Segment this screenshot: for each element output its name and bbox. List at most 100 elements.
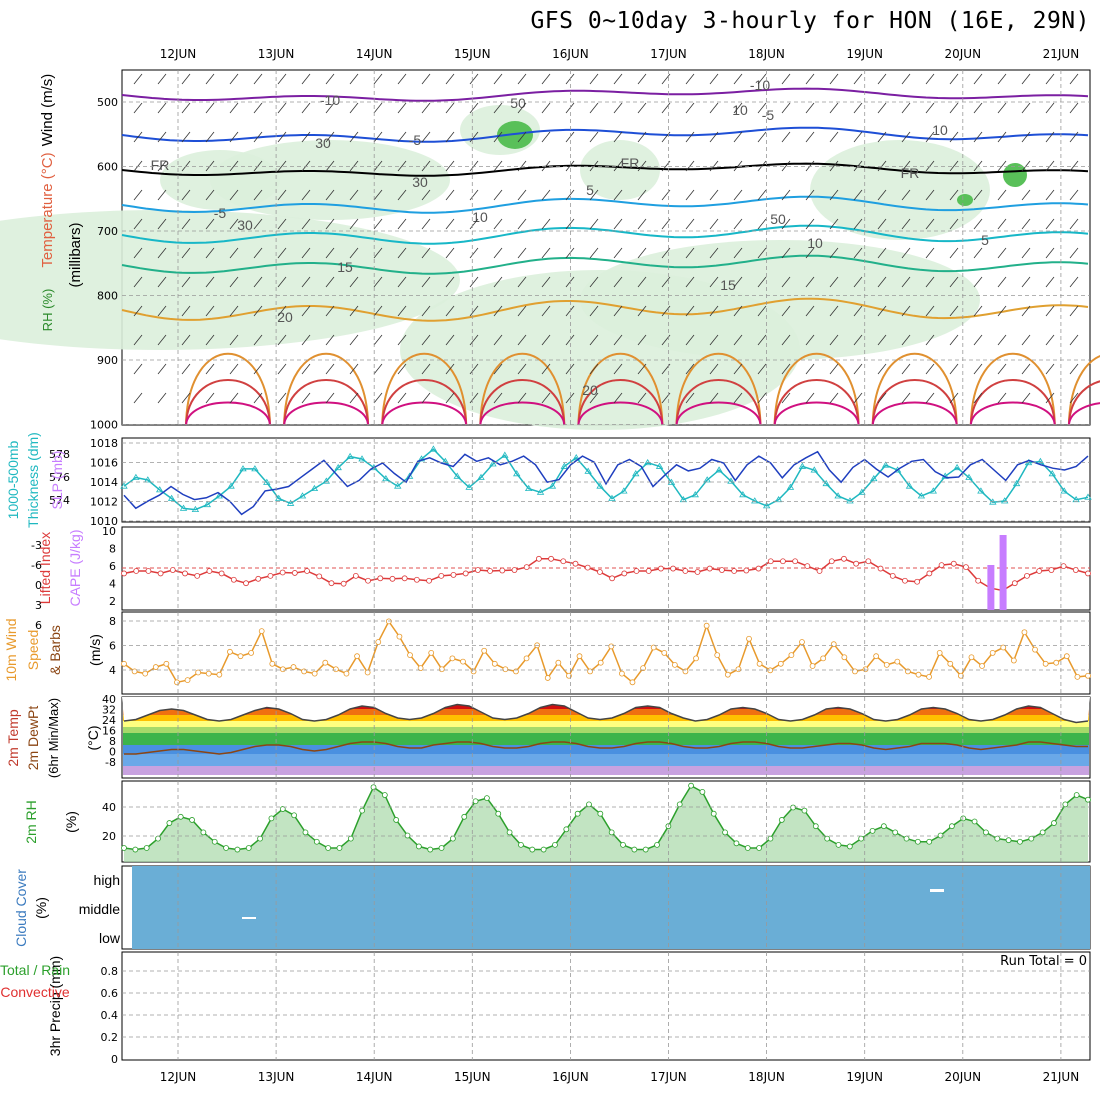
wind-barb <box>469 392 479 404</box>
wind-speed-line-point <box>332 666 339 673</box>
wind-barb <box>781 131 791 143</box>
wind-speed-line-point <box>1063 653 1070 660</box>
contour-label: 20 <box>277 309 293 325</box>
wind-speed-line-point <box>703 622 710 629</box>
wind-barb <box>373 334 383 346</box>
thickness-line-point <box>203 500 212 508</box>
wind-barb <box>1069 305 1079 317</box>
wind-barb <box>613 131 623 143</box>
wind-barb <box>1021 102 1031 114</box>
wind-barb <box>229 189 239 201</box>
pressure-tick: 900 <box>97 354 118 367</box>
wind-barb <box>181 102 191 114</box>
wind-barb <box>469 189 479 201</box>
wind-barb <box>133 363 143 375</box>
wind-speed-line-point <box>407 652 413 658</box>
thickness-line-point <box>703 476 711 483</box>
temp-tick: 8 <box>109 735 116 748</box>
rh2m-line-point <box>177 813 184 820</box>
cape-tick: 6 <box>109 560 116 573</box>
wind-speed-line-point <box>756 660 763 667</box>
wind-barb <box>349 276 359 288</box>
wind-barb <box>205 73 215 85</box>
wind-speed-line-point <box>989 650 996 656</box>
cloud-fill <box>132 866 1090 949</box>
wind-barb <box>517 160 527 172</box>
temp-band <box>123 745 1089 754</box>
wind-barb <box>253 73 263 85</box>
rh2m-line-point <box>257 835 263 842</box>
wind-speed-line-point <box>311 670 318 677</box>
lifted-index-line-point <box>182 570 188 577</box>
rh2m-line-point <box>359 807 366 814</box>
rh2m-line-point <box>336 845 343 851</box>
date-label-top: 13JUN <box>258 47 295 61</box>
wind-barb <box>925 392 935 404</box>
rh2m-line-point <box>756 845 763 851</box>
date-label-top: 15JUN <box>454 47 491 61</box>
lifted-index-line-point <box>377 575 384 582</box>
wind-speed-line-point <box>258 628 265 635</box>
wind-barb <box>853 131 863 143</box>
wind-barb <box>565 392 575 404</box>
wind-barb <box>1021 276 1031 288</box>
lifted-index-line-point <box>352 572 359 579</box>
wind-barb <box>229 160 239 172</box>
wind-barb <box>901 73 911 85</box>
wind-barb <box>949 218 959 230</box>
rh-shade <box>210 140 450 220</box>
wind-barb <box>637 73 647 85</box>
wind-barb <box>1021 218 1031 230</box>
wind-barb <box>853 189 863 201</box>
lifted-index-line-point <box>609 575 616 582</box>
rh2m-line-point <box>1073 792 1080 798</box>
wind-barb <box>181 131 191 143</box>
lifted-index-line-point <box>731 568 738 574</box>
wind-speed-line-point <box>491 660 498 667</box>
wind-barb <box>253 276 263 288</box>
thickness-line-point <box>251 465 259 472</box>
wind-barb <box>397 247 407 259</box>
wind-barb <box>277 392 287 404</box>
wind-barb <box>829 305 839 317</box>
thickness-line-point <box>560 462 569 469</box>
wind-speed-line-point <box>227 648 233 655</box>
wind-barb <box>613 363 623 375</box>
rh2m-line-point <box>347 835 354 842</box>
wind-barb <box>973 334 983 346</box>
lifted-index-line-point <box>1036 568 1043 574</box>
wind-barb <box>325 160 335 172</box>
wind-barb <box>157 189 167 201</box>
temp-tick: -8 <box>105 756 116 769</box>
rh2m-line-point <box>1062 801 1069 808</box>
wind-speed-line-point <box>396 633 403 640</box>
li-tick: -3 <box>31 539 42 552</box>
wind-barb <box>517 334 527 346</box>
wind-barb <box>445 392 455 404</box>
lifted-index-line-point <box>169 567 176 573</box>
lifted-index-line-point <box>328 580 335 587</box>
wind-barb <box>469 305 479 317</box>
wind-barb <box>349 160 359 172</box>
rh2m-line-point <box>914 838 921 845</box>
wind-barb <box>781 218 791 230</box>
rh2m-line-point <box>835 841 842 848</box>
y-axis-label: Cloud Cover <box>13 869 29 947</box>
wind-barb <box>925 363 935 375</box>
slp-tick: 1016 <box>90 457 118 470</box>
wind-barb <box>829 363 839 375</box>
wind-barb <box>925 189 935 201</box>
date-axis: 12JUN 12JUN 13JUN 13JUN 14JUN 14JUN 15JUN 15JUN… <box>160 47 1079 1084</box>
wind-speed-line-point <box>576 653 583 660</box>
wind-barb <box>469 363 479 375</box>
wind-barb <box>493 102 503 114</box>
wind-speed-line-point <box>502 666 509 673</box>
wind-barb <box>781 102 791 114</box>
wind-barb <box>805 102 815 114</box>
thickness-line-point <box>1060 487 1068 494</box>
rh2m-line-point <box>211 838 218 845</box>
wind-barb <box>757 363 767 375</box>
wind-barb <box>181 392 191 404</box>
lifted-index-line-point <box>780 558 786 565</box>
wind-barb <box>301 189 311 201</box>
